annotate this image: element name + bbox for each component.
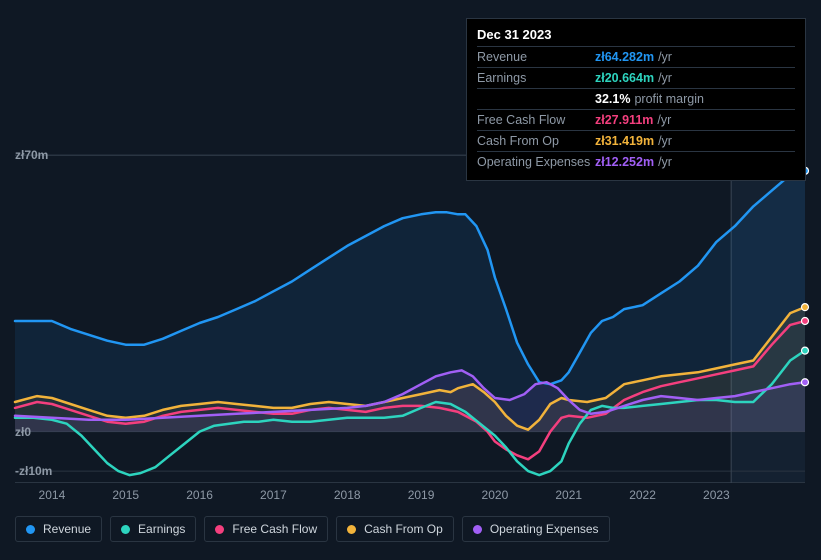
tooltip-row-unit: /yr	[658, 155, 672, 169]
x-axis-labels: 2014 2015 2016 2017 2018 2019 2020 2021 2022 2023	[15, 488, 805, 506]
x-axis-label: 2021	[555, 488, 582, 502]
x-axis-label: 2014	[39, 488, 66, 502]
x-axis-label: 2023	[703, 488, 730, 502]
legend-label: Revenue	[43, 522, 91, 536]
legend-label: Cash From Op	[364, 522, 443, 536]
tooltip-row: Operating Expenseszł12.252m/yr	[477, 151, 795, 172]
y-axis-label: zł0	[15, 425, 27, 439]
tooltip-row-label: Earnings	[477, 71, 595, 85]
tooltip-row-unit: /yr	[657, 113, 671, 127]
financials-chart[interactable]	[15, 155, 805, 483]
y-axis-label: zł70m	[15, 148, 27, 162]
x-axis-label: 2017	[260, 488, 287, 502]
tooltip-row-unit: /yr	[658, 134, 672, 148]
x-axis-label: 2019	[408, 488, 435, 502]
chart-tooltip: Dec 31 2023 Revenuezł64.282m/yrEarningsz…	[466, 18, 806, 181]
legend-dot	[347, 525, 356, 534]
legend-item-free_cash_flow[interactable]: Free Cash Flow	[204, 516, 328, 542]
x-axis-label: 2015	[112, 488, 139, 502]
tooltip-row-label: Operating Expenses	[477, 155, 595, 169]
tooltip-row-value: zł20.664m	[595, 71, 654, 85]
tooltip-row: 32.1% profit margin	[477, 88, 795, 109]
legend-dot	[215, 525, 224, 534]
legend-label: Operating Expenses	[490, 522, 599, 536]
x-axis-label: 2020	[482, 488, 509, 502]
tooltip-row-value: zł31.419m	[595, 134, 654, 148]
tooltip-row-label: Cash From Op	[477, 134, 595, 148]
profit-margin-label: profit margin	[634, 92, 703, 106]
x-axis-label: 2018	[334, 488, 361, 502]
tooltip-row-value: zł64.282m	[595, 50, 654, 64]
legend-item-cash_from_op[interactable]: Cash From Op	[336, 516, 454, 542]
chart-legend: Revenue Earnings Free Cash Flow Cash From O…	[15, 516, 610, 542]
tooltip-row-unit: /yr	[658, 71, 672, 85]
tooltip-row-value: zł27.911m	[595, 113, 653, 127]
tooltip-row-label: Revenue	[477, 50, 595, 64]
legend-item-revenue[interactable]: Revenue	[15, 516, 102, 542]
tooltip-row-label: Free Cash Flow	[477, 113, 595, 127]
legend-label: Earnings	[138, 522, 185, 536]
legend-dot	[26, 525, 35, 534]
x-axis-label: 2016	[186, 488, 213, 502]
y-axis-label: -zł10m	[15, 464, 27, 478]
tooltip-row-value: zł12.252m	[595, 155, 654, 169]
tooltip-row: Cash From Opzł31.419m/yr	[477, 130, 795, 151]
tooltip-row: Earningszł20.664m/yr	[477, 67, 795, 88]
tooltip-date: Dec 31 2023	[477, 25, 795, 46]
tooltip-row: Free Cash Flowzł27.911m/yr	[477, 109, 795, 130]
x-axis-label: 2022	[629, 488, 656, 502]
legend-label: Free Cash Flow	[232, 522, 317, 536]
legend-item-op_exp[interactable]: Operating Expenses	[462, 516, 610, 542]
profit-margin-value: 32.1%	[595, 92, 630, 106]
legend-dot	[473, 525, 482, 534]
legend-dot	[121, 525, 130, 534]
legend-item-earnings[interactable]: Earnings	[110, 516, 196, 542]
tooltip-row-unit: /yr	[658, 50, 672, 64]
tooltip-row: Revenuezł64.282m/yr	[477, 46, 795, 67]
